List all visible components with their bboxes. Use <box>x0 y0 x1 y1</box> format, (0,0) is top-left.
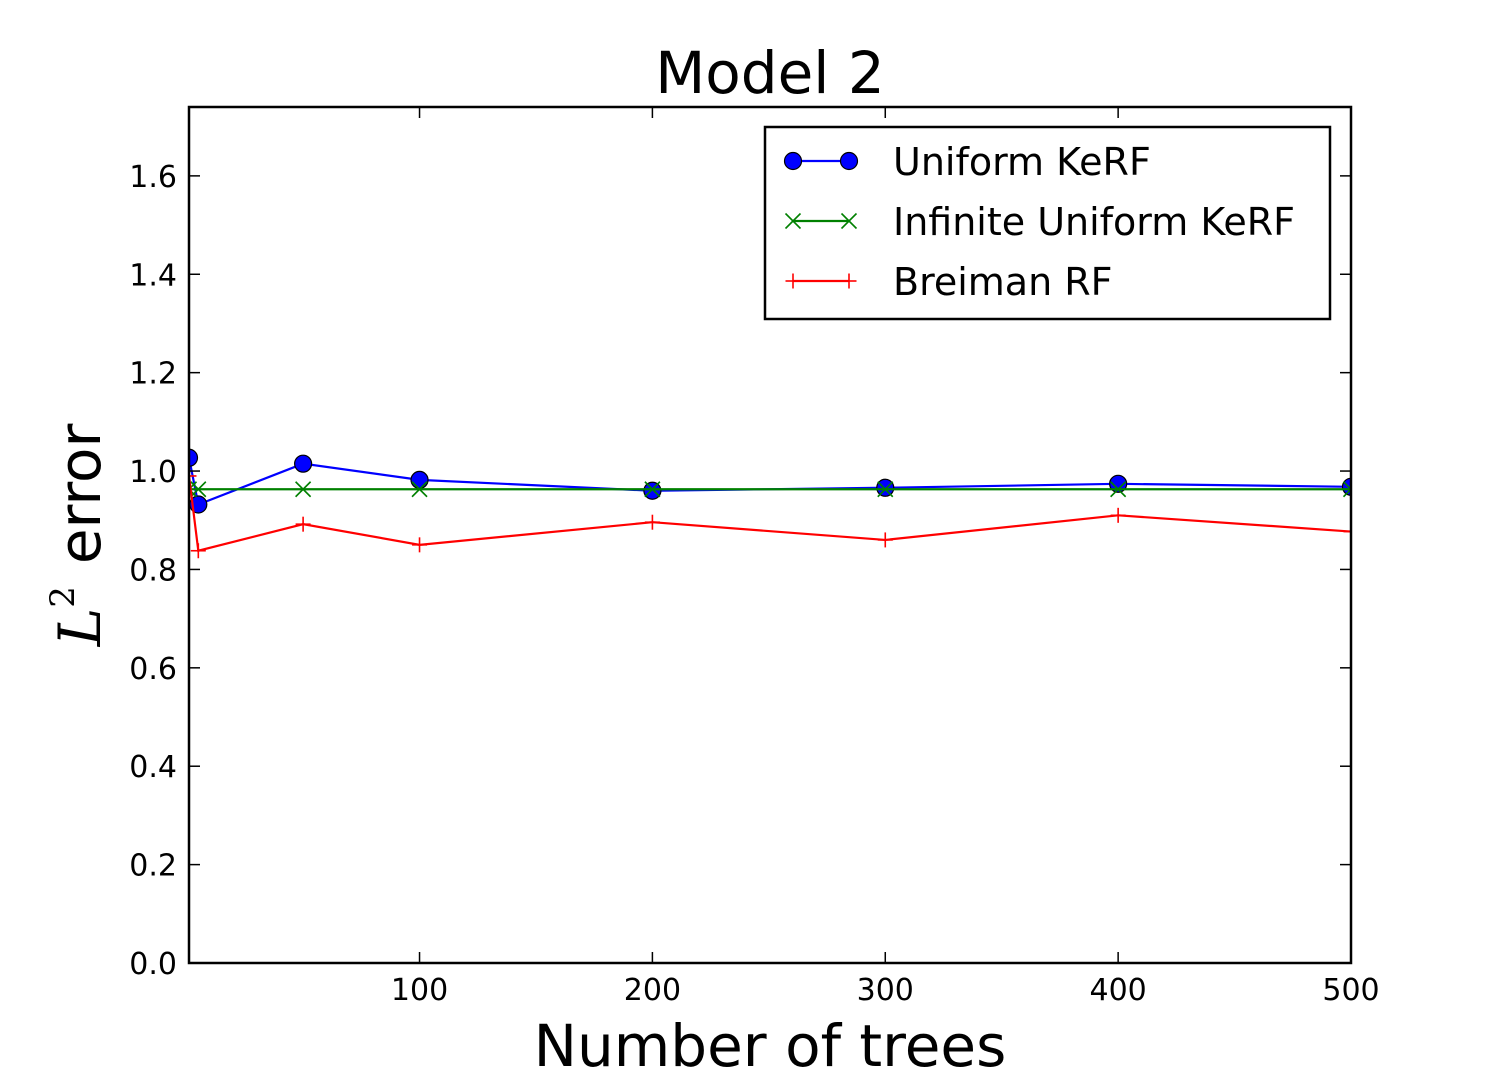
legend-marker <box>784 212 802 230</box>
legend-marker <box>783 151 803 171</box>
data-point-uniform-kerf <box>1109 474 1128 493</box>
legend-item-uniform-kerf: Uniform KeRF <box>783 140 1151 184</box>
legend-marker <box>840 212 858 230</box>
y-tick-label: 0.2 <box>129 849 177 884</box>
legend-items: Uniform KeRF Infinite Uniform KeRF Breiman… <box>783 140 1295 304</box>
data-point-breiman-rf <box>295 516 311 532</box>
series-breiman-rf <box>189 468 1351 559</box>
x-tick-label: 300 <box>857 973 914 1008</box>
x-axis-label: Number of trees <box>534 1012 1007 1070</box>
y-axis-label-base: L <box>46 608 114 648</box>
y-tick-label: 0.6 <box>129 652 177 687</box>
data-point-infinite-uniform-kerf <box>877 481 894 498</box>
plot-area: 0.0 0.2 0.4 0.6 0.8 1.0 1.2 1.4 1.6 100 200 300 400 5… <box>129 105 1380 1008</box>
chart-title: Model 2 <box>655 39 884 107</box>
y-tick-label: 1.2 <box>129 357 177 392</box>
data-point-infinite-uniform-kerf <box>411 481 428 498</box>
x-tick-label: 200 <box>624 973 681 1008</box>
data-point-uniform-kerf <box>294 454 313 473</box>
data-point-infinite-uniform-kerf <box>644 481 661 498</box>
y-axis-label-text: error <box>46 424 114 565</box>
legend-item-infinite-uniform-kerf: Infinite Uniform KeRF <box>784 200 1295 244</box>
series-line-breiman-rf <box>189 475 1351 553</box>
data-point-breiman-rf <box>644 514 660 530</box>
y-tick-label: 1.6 <box>129 160 177 195</box>
series-uniform-kerf <box>189 448 1351 514</box>
y-tick-label: 0.0 <box>129 947 177 982</box>
data-point-breiman-rf <box>877 532 893 548</box>
data-point-infinite-uniform-kerf <box>1342 481 1351 498</box>
data-point-breiman-rf <box>190 543 206 559</box>
data-point-breiman-rf <box>189 468 197 484</box>
legend-box <box>763 125 1332 321</box>
legend-label: Breiman RF <box>893 260 1113 304</box>
legend-marker <box>839 151 859 171</box>
plot-frame <box>187 105 1353 965</box>
legend-marker <box>841 273 857 289</box>
legend-label: Infinite Uniform KeRF <box>893 200 1295 244</box>
y-axis-label: L2 error <box>43 424 114 648</box>
y-axis-label-superscript: 2 <box>43 586 83 608</box>
y-tick-label: 1.4 <box>129 258 177 293</box>
series-infinite-uniform-kerf <box>189 481 1351 498</box>
data-point-breiman-rf <box>412 537 428 553</box>
ticks-layer: 0.0 0.2 0.4 0.6 0.8 1.0 1.2 1.4 1.6 100 200 300 400 5… <box>129 107 1380 1008</box>
data-point-uniform-kerf <box>876 478 895 497</box>
data-point-infinite-uniform-kerf <box>295 481 312 498</box>
data-point-uniform-kerf <box>189 448 199 467</box>
x-tick-label: 500 <box>1322 973 1379 1008</box>
x-tick-label: 400 <box>1090 973 1147 1008</box>
y-tick-label: 1.0 <box>129 455 177 490</box>
svg-text:L2error: L2 error <box>43 424 114 648</box>
data-point-breiman-rf <box>1110 507 1126 523</box>
data-point-uniform-kerf <box>410 470 429 490</box>
legend-label: Uniform KeRF <box>893 140 1151 184</box>
x-tick-label: 100 <box>391 973 448 1008</box>
y-tick-label: 0.4 <box>129 750 177 785</box>
y-tick-label: 0.8 <box>129 553 177 588</box>
legend: Uniform KeRF Infinite Uniform KeRF Breiman… <box>763 125 1332 321</box>
series-line-uniform-kerf <box>189 457 1351 506</box>
series-layer <box>189 448 1351 559</box>
legend-item-breiman-rf: Breiman RF <box>785 260 1113 304</box>
data-point-breiman-rf <box>1343 524 1351 540</box>
legend-marker <box>785 273 801 289</box>
data-point-infinite-uniform-kerf <box>1110 481 1127 498</box>
data-point-uniform-kerf <box>643 481 662 500</box>
data-point-infinite-uniform-kerf <box>190 481 207 498</box>
